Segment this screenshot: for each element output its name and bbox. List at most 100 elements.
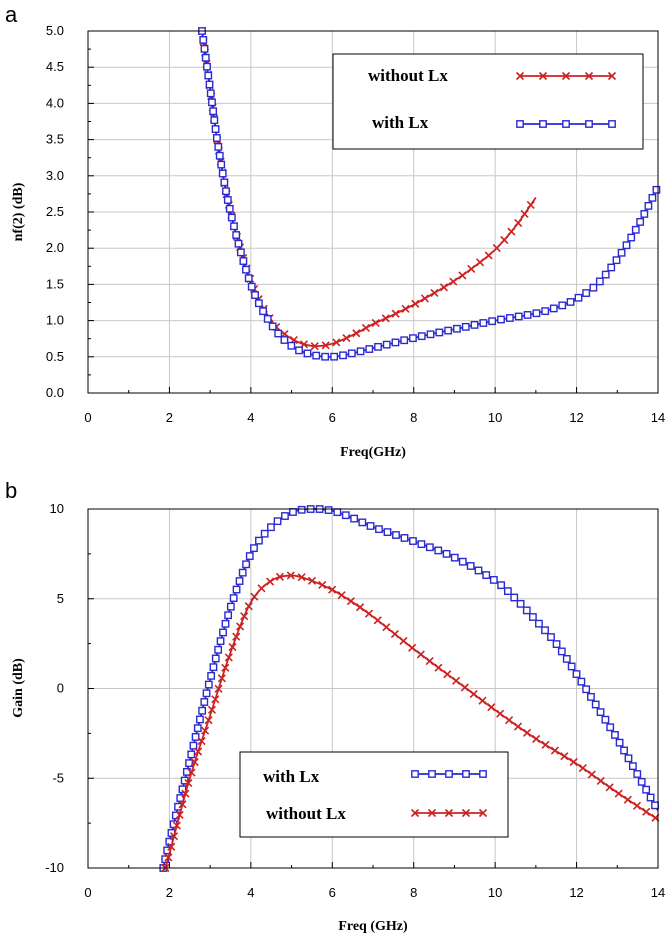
data-point-without-lx bbox=[460, 683, 469, 692]
data-point-with-lx bbox=[606, 723, 615, 732]
data-point-with-lx bbox=[461, 322, 470, 331]
data-point-with-lx bbox=[219, 628, 227, 637]
data-point-with-lx bbox=[193, 724, 202, 733]
data-point-with-lx bbox=[633, 770, 642, 778]
panel-a-legend-sample-with-lx bbox=[516, 120, 616, 128]
data-point-without-lx bbox=[257, 584, 266, 593]
data-point-with-lx bbox=[206, 89, 215, 98]
panel-b-plot-frame bbox=[87, 508, 659, 869]
data-point-without-lx bbox=[310, 342, 319, 351]
data-point-with-lx bbox=[466, 562, 475, 570]
data-point-with-lx bbox=[222, 187, 230, 196]
legend-marker bbox=[561, 71, 571, 81]
data-point-with-lx bbox=[532, 309, 541, 318]
panel-b-letter: b bbox=[5, 478, 17, 503]
panel-a-legend-label-1: with Lx bbox=[372, 113, 429, 132]
data-point-without-lx bbox=[266, 577, 275, 586]
legend-marker bbox=[444, 808, 454, 818]
data-point-with-lx bbox=[180, 776, 189, 785]
panel-a-x-axis-label: Freq(GHz) bbox=[340, 445, 406, 460]
data-point-with-lx bbox=[350, 514, 359, 523]
y-tick-label: 0.5 bbox=[46, 349, 64, 364]
data-point-without-lx bbox=[505, 716, 514, 725]
legend-marker bbox=[479, 770, 487, 778]
panel-a-legend: without Lx with Lx bbox=[332, 53, 644, 150]
legend-marker bbox=[462, 770, 470, 778]
data-point-with-lx bbox=[330, 352, 339, 361]
y-tick-label: 3.0 bbox=[46, 168, 64, 183]
data-point-with-lx bbox=[382, 340, 391, 349]
data-point-without-lx bbox=[492, 243, 501, 253]
data-point-with-lx bbox=[251, 291, 259, 299]
legend-marker bbox=[607, 71, 617, 81]
panel-a-series bbox=[197, 26, 661, 361]
data-point-without-lx bbox=[560, 752, 569, 761]
data-point-with-lx bbox=[303, 349, 312, 358]
data-point-with-lx bbox=[383, 528, 392, 537]
data-point-with-lx bbox=[615, 738, 624, 747]
data-point-with-lx bbox=[444, 326, 453, 335]
panel-b: b 0 2 4 6 8 10 12 14 -10 -5 0 5 10 Freq (GHz) Gain (… bbox=[5, 478, 665, 934]
data-point-without-lx bbox=[221, 663, 230, 672]
data-point-with-lx bbox=[236, 248, 245, 257]
data-point-without-lx bbox=[207, 705, 217, 714]
y-tick-label: 4.5 bbox=[46, 59, 64, 74]
data-point-without-lx bbox=[507, 227, 516, 236]
data-point-with-lx bbox=[541, 307, 550, 316]
data-point-with-lx bbox=[260, 529, 269, 538]
data-point-without-lx bbox=[496, 709, 505, 718]
x-tick-label: 2 bbox=[166, 410, 173, 425]
data-point-without-lx bbox=[605, 783, 614, 792]
data-point-without-lx bbox=[500, 235, 509, 245]
data-point-with-lx bbox=[523, 311, 532, 319]
data-point-without-lx bbox=[355, 603, 365, 612]
data-point-with-lx bbox=[601, 715, 610, 724]
panel-b-series bbox=[159, 505, 660, 873]
data-point-with-lx bbox=[648, 193, 657, 202]
data-point-with-lx bbox=[522, 606, 531, 615]
data-point-without-lx bbox=[399, 636, 408, 646]
data-point-with-lx bbox=[417, 332, 426, 341]
data-point-with-lx bbox=[601, 270, 610, 279]
data-point-without-lx bbox=[204, 716, 213, 725]
data-point-without-lx bbox=[352, 329, 361, 338]
panel-b-ticks: 0 2 4 6 8 10 12 14 -10 -5 0 5 10 bbox=[45, 501, 665, 900]
data-point-with-lx bbox=[607, 263, 616, 272]
data-point-without-lx bbox=[569, 757, 578, 767]
data-point-without-lx bbox=[232, 632, 241, 641]
y-tick-label: 1.0 bbox=[46, 313, 64, 328]
data-point-with-lx bbox=[229, 594, 238, 602]
data-point-without-lx bbox=[550, 746, 559, 755]
legend-marker bbox=[608, 120, 616, 128]
data-point-without-lx bbox=[228, 642, 237, 652]
data-point-without-lx bbox=[164, 853, 173, 862]
data-point-with-lx bbox=[211, 125, 220, 133]
data-point-without-lx bbox=[250, 592, 259, 601]
x-tick-label: 10 bbox=[488, 885, 502, 900]
data-point-without-lx bbox=[390, 630, 399, 639]
data-point-without-lx bbox=[201, 726, 210, 735]
data-point-with-lx bbox=[637, 777, 646, 786]
data-point-with-lx bbox=[514, 312, 523, 321]
data-point-with-lx bbox=[226, 602, 235, 611]
data-point-without-lx bbox=[420, 294, 429, 303]
data-point-with-lx bbox=[611, 731, 619, 739]
data-point-with-lx bbox=[535, 619, 543, 628]
data-point-without-lx bbox=[467, 264, 476, 274]
data-point-with-lx bbox=[528, 613, 537, 621]
data-point-without-lx bbox=[449, 277, 458, 286]
data-point-with-lx bbox=[204, 680, 213, 689]
data-point-without-lx bbox=[642, 807, 651, 816]
panel-a-letter: a bbox=[5, 2, 18, 27]
data-point-with-lx bbox=[582, 685, 591, 694]
x-tick-label: 10 bbox=[488, 410, 502, 425]
data-point-without-lx bbox=[578, 764, 587, 773]
legend-marker bbox=[428, 770, 436, 778]
data-point-with-lx bbox=[297, 505, 306, 514]
data-point-with-lx bbox=[366, 522, 375, 530]
data-point-with-lx bbox=[497, 581, 506, 590]
data-point-without-lx bbox=[172, 821, 181, 830]
data-point-with-lx bbox=[242, 560, 250, 569]
data-point-with-lx bbox=[227, 213, 236, 222]
data-point-with-lx bbox=[187, 750, 196, 759]
